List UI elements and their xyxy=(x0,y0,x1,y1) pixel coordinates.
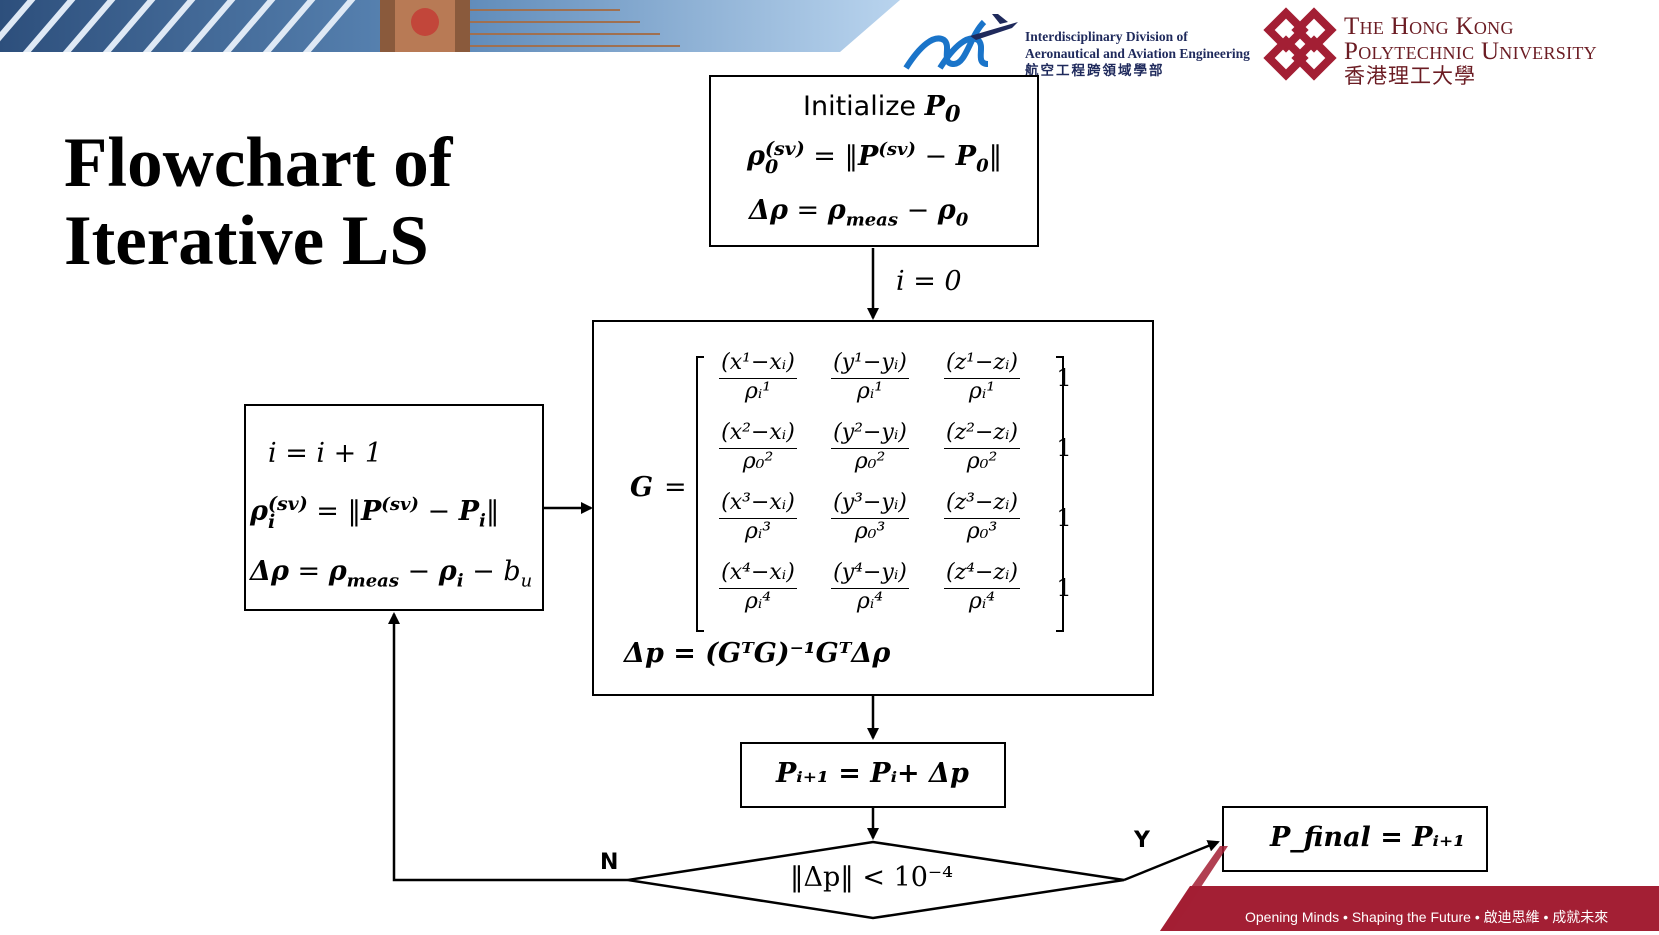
matrix-G-label: G xyxy=(630,472,654,503)
edge-yes-to-final xyxy=(1123,840,1220,882)
matrix-row-3: (x³−xᵢ) ρᵢ³ (y³−yᵢ) ρ₀³ (z³−zᵢ) ρ₀³ 1 xyxy=(719,490,1072,544)
decision-diamond xyxy=(627,840,1125,920)
slide-title: Flowchart of Iterative LS xyxy=(64,124,452,280)
matrix-row-2: (x²−xᵢ) ρ₀² (y²−yᵢ) ρ₀² (z²−zᵢ) ρ₀² 1 xyxy=(719,420,1072,474)
position-update-equation: Pᵢ₊₁ = Pᵢ+ Δp xyxy=(776,758,969,789)
least-squares-equation: Δp = (GᵀG)⁻¹GᵀΔρ xyxy=(624,638,891,669)
iteration-residual-equation: Δρ = ρmeas − ρi − bu xyxy=(250,556,533,592)
init-edge-label: i = 0 xyxy=(896,266,962,297)
slide-title-line1: Flowchart of xyxy=(64,124,453,202)
init-residual-equation: Δρ = ρmeas − ρ0 xyxy=(749,195,969,231)
convergence-test: ‖Δp‖ < 10⁻⁴ xyxy=(790,862,954,893)
final-position-equation: P_final = Pᵢ₊₁ xyxy=(1270,822,1466,853)
init-box: Initialize P0 ρ (sv) 0 = ‖P(sv) − P0‖ Δρ =… xyxy=(709,75,1039,247)
init-label: Initialize xyxy=(803,91,916,122)
division-name-line2: Aeronautical and Aviation Engineering xyxy=(1025,46,1250,61)
edge-no-loop xyxy=(388,612,628,882)
iteration-range-equation: ρ (sv) i = ‖P(sv) − Pi‖ xyxy=(250,492,500,533)
university-name-line1: The Hong Kong xyxy=(1344,13,1514,40)
iteration-increment: i = i + 1 xyxy=(268,438,383,469)
geometry-matrix-box: G = (x¹−xᵢ) ρᵢ¹ (y¹−yᵢ) ρᵢ¹ (z¹−zᵢ) ρᵢ¹ 1 (… xyxy=(592,320,1154,696)
polyu-logo: The Hong Kong Polytechnic University 香港理… xyxy=(1262,6,1657,88)
division-name-line1: Interdisciplinary Division of xyxy=(1025,29,1188,44)
final-position-box: P_final = Pᵢ₊₁ xyxy=(1222,806,1488,872)
matrix-brackets xyxy=(696,356,1064,632)
slide-title-line2: Iterative LS xyxy=(64,202,429,280)
position-update-box: Pᵢ₊₁ = Pᵢ+ Δp xyxy=(740,742,1006,808)
footer-tagline: Opening Minds • Shaping the Future • 啟迪思… xyxy=(1245,909,1609,925)
init-range-equation: ρ (sv) 0 = ‖P(sv) − P0‖ xyxy=(747,137,1003,178)
matrix-row-4: (x⁴−xᵢ) ρᵢ⁴ (y⁴−yᵢ) ρᵢ⁴ (z⁴−zᵢ) ρᵢ⁴ 1 xyxy=(719,560,1072,614)
no-branch-label: N xyxy=(600,850,619,875)
division-logo: Interdisciplinary Division of Aeronautic… xyxy=(900,6,1250,78)
iteration-update-box: i = i + 1 ρ (sv) i = ‖P(sv) − Pi‖ Δρ = ρme… xyxy=(244,404,544,611)
matrix-row-1: (x¹−xᵢ) ρᵢ¹ (y¹−yᵢ) ρᵢ¹ (z¹−zᵢ) ρᵢ¹ 1 xyxy=(719,350,1072,404)
university-name-zh: 香港理工大學 xyxy=(1344,64,1476,88)
division-name-zh: 航空工程跨領域學部 xyxy=(1025,63,1165,78)
university-name-line2: Polytechnic University xyxy=(1344,38,1597,65)
polyu-emblem-icon xyxy=(1263,7,1337,81)
init-line1: Initialize P0 xyxy=(803,91,961,128)
matrix-equals: = xyxy=(664,472,687,503)
footer-band xyxy=(1120,836,1659,931)
header-banner-photo xyxy=(0,0,900,52)
yes-branch-label: Y xyxy=(1134,828,1150,853)
aae-logo-icon xyxy=(903,14,1018,70)
